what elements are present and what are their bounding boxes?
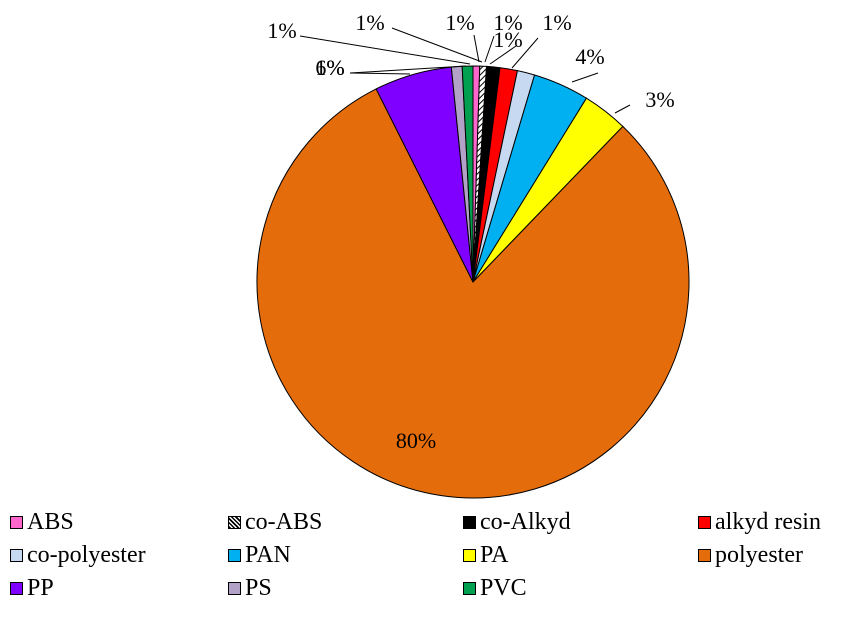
data-labels: 1%1% 1%1%1%4%3%80%6%1%1% xyxy=(267,10,674,453)
legend-swatch-polyester xyxy=(698,549,711,562)
legend-swatch-abs xyxy=(10,516,23,529)
legend-label-polyester: polyester xyxy=(715,542,803,568)
data-label-pan: 4% xyxy=(575,44,604,69)
legend-item-alkyd-resin: alkyd resin xyxy=(698,506,821,539)
legend-item-co-polyester: co-polyester xyxy=(10,539,146,572)
legend-item-abs: ABS xyxy=(10,506,74,539)
legend-item-ps: PS xyxy=(228,572,272,605)
data-label-alkyd-resin: 1% xyxy=(493,27,522,52)
legend-item-pa: PA xyxy=(463,539,508,572)
leader-line-pa xyxy=(614,104,631,114)
leader-line-co-polyester xyxy=(511,37,539,69)
legend-label-ps: PS xyxy=(245,575,272,601)
legend-item-pp: PP xyxy=(10,572,54,605)
data-label-pa: 3% xyxy=(645,87,674,112)
legend-swatch-co-abs xyxy=(228,516,241,529)
legend: ABS co-ABS co-Alkyd alkyd resin co-polye… xyxy=(10,506,866,605)
leader-line-pp xyxy=(349,72,411,75)
legend-swatch-ps xyxy=(228,582,241,595)
legend-swatch-pa xyxy=(463,549,476,562)
data-label-co-abs: 1% xyxy=(355,10,384,35)
data-label-co-polyester: 1% xyxy=(542,10,571,35)
leader-line-pvc xyxy=(299,35,471,65)
legend-item-co-abs: co-ABS xyxy=(228,506,322,539)
legend-swatch-alkyd-resin xyxy=(698,516,711,529)
legend-item-pvc: PVC xyxy=(463,572,527,605)
legend-swatch-co-alkyd xyxy=(463,516,476,529)
legend-item-polyester: polyester xyxy=(698,539,803,572)
legend-row: co-polyester PAN PA polyester xyxy=(10,539,866,572)
legend-label-abs: ABS xyxy=(27,509,74,535)
leader-lines xyxy=(299,27,631,114)
legend-label-pan: PAN xyxy=(245,542,291,568)
pie-slices xyxy=(256,65,690,499)
data-label-pp: 6% xyxy=(315,55,344,80)
leader-line-alkyd-resin xyxy=(489,45,517,65)
leader-line-co-abs xyxy=(391,27,483,63)
legend-row: ABS co-ABS co-Alkyd alkyd resin xyxy=(10,506,866,539)
data-label-abs: 1% xyxy=(445,10,474,35)
legend-item-co-alkyd: co-Alkyd xyxy=(463,506,571,539)
legend-item-pan: PAN xyxy=(228,539,291,572)
leader-line-ps xyxy=(349,65,467,74)
data-label-pvc: 1% xyxy=(267,18,296,43)
legend-row: PP PS PVC xyxy=(10,572,866,605)
data-label-ps: 1% xyxy=(315,55,344,80)
data-label-polyester: 80% xyxy=(396,428,436,453)
legend-label-co-abs: co-ABS xyxy=(245,509,323,535)
legend-label-co-polyester: co-polyester xyxy=(27,542,146,568)
pie-slice-polyester xyxy=(256,88,690,499)
legend-label-pvc: PVC xyxy=(480,575,527,601)
leader-line-co-alkyd xyxy=(484,35,495,63)
legend-label-pa: PA xyxy=(480,542,509,568)
legend-label-alkyd-resin: alkyd resin xyxy=(715,509,821,535)
legend-swatch-pp xyxy=(10,582,23,595)
pie-chart: 1%1% 1%1%1%4%3%80%6%1%1% xyxy=(256,10,690,499)
legend-label-pp: PP xyxy=(27,575,54,601)
data-label-co-alkyd: 1% xyxy=(493,10,522,35)
legend-swatch-pvc xyxy=(463,582,476,595)
legend-swatch-co-polyester xyxy=(10,549,23,562)
leader-line-pan xyxy=(571,72,599,83)
legend-swatch-pan xyxy=(228,549,241,562)
legend-label-co-alkyd: co-Alkyd xyxy=(480,509,571,535)
leader-line-abs xyxy=(473,34,480,63)
